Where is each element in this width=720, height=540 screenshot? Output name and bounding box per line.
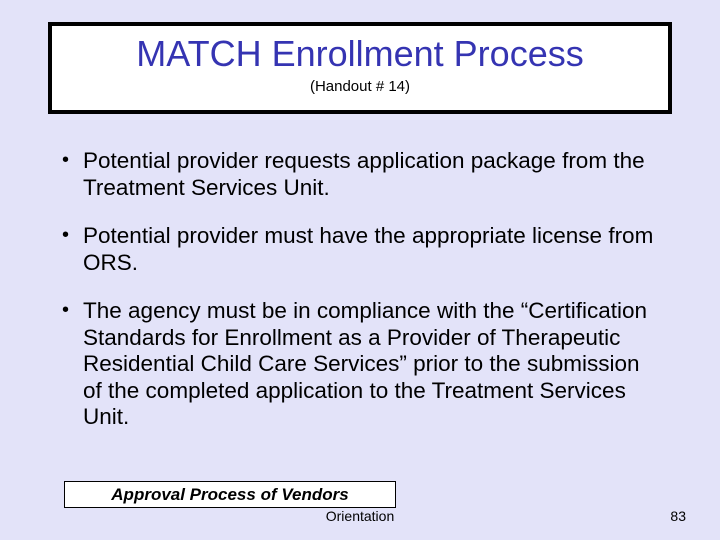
bullet-text: The agency must be in compliance with th…	[83, 298, 662, 431]
footer-approval-box: Approval Process of Vendors	[64, 481, 396, 508]
bullet-item: • Potential provider must have the appro…	[62, 223, 662, 276]
slide-subtitle: (Handout # 14)	[52, 78, 668, 95]
bullet-item: • Potential provider requests applicatio…	[62, 148, 662, 201]
page-number: 83	[670, 508, 686, 524]
footer-orientation-label: Orientation	[0, 508, 720, 524]
bullet-dot-icon: •	[62, 148, 69, 201]
title-box: MATCH Enrollment Process (Handout # 14)	[48, 22, 672, 114]
bullet-dot-icon: •	[62, 223, 69, 276]
bullet-text: Potential provider requests application …	[83, 148, 662, 201]
bullet-text: Potential provider must have the appropr…	[83, 223, 662, 276]
bullet-item: • The agency must be in compliance with …	[62, 298, 662, 431]
bullet-dot-icon: •	[62, 298, 69, 431]
slide-title: MATCH Enrollment Process	[52, 34, 668, 74]
bullet-list: • Potential provider requests applicatio…	[62, 148, 662, 453]
slide: MATCH Enrollment Process (Handout # 14) …	[0, 0, 720, 540]
